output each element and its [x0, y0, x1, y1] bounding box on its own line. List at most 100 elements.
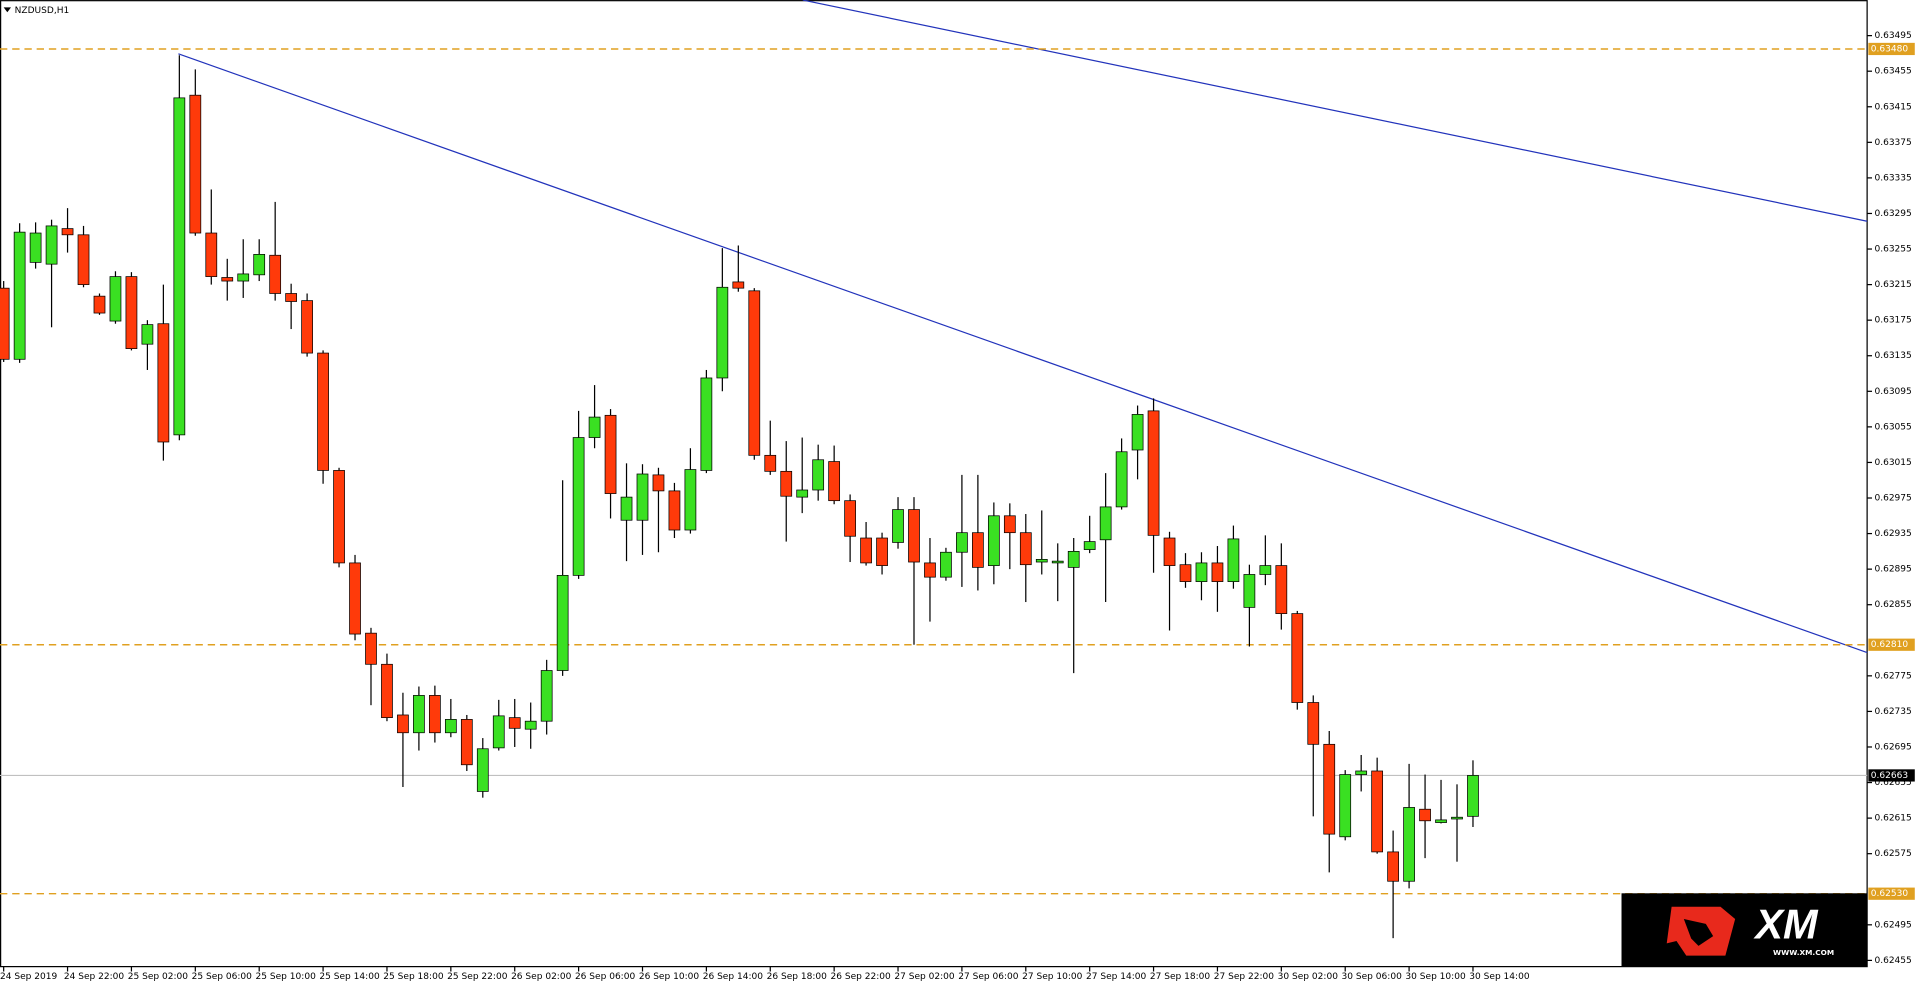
- level-label-box: [1868, 42, 1915, 56]
- candle-body: [524, 720, 537, 730]
- y-tick-label: 0.62735: [1874, 707, 1911, 717]
- y-tick-label: 0.63495: [1874, 31, 1911, 41]
- candle-body: [45, 225, 58, 265]
- x-tick-label: 30 Sep 02:00: [1278, 972, 1339, 982]
- candle-body: [349, 562, 361, 635]
- y-tick-label: 0.62855: [1874, 600, 1911, 610]
- candle-body: [381, 663, 393, 719]
- candle-body: [237, 273, 250, 282]
- candle-body: [1083, 541, 1096, 550]
- candle-body: [908, 509, 920, 563]
- x-tick-label: 27 Sep 14:00: [1086, 972, 1147, 982]
- candle-body: [1355, 770, 1368, 775]
- candle-body: [0, 287, 10, 360]
- candle-body: [956, 532, 968, 553]
- candle-body: [173, 97, 186, 436]
- candle-body: [972, 532, 984, 568]
- candle-body: [1403, 807, 1415, 882]
- x-tick-label: 26 Sep 22:00: [830, 972, 891, 982]
- candle-body: [109, 276, 122, 322]
- candle-body: [317, 352, 329, 471]
- candle-body: [189, 94, 202, 234]
- x-tick-label: 27 Sep 10:00: [1022, 972, 1083, 982]
- candle-body: [285, 293, 298, 302]
- candle-body: [732, 281, 745, 289]
- y-tick-label: 0.62895: [1874, 565, 1911, 575]
- candle-body: [1211, 562, 1224, 582]
- candle-body: [684, 469, 697, 531]
- y-tick-label: 0.63375: [1874, 138, 1911, 148]
- candle-body: [780, 470, 793, 497]
- candle-body: [413, 695, 425, 734]
- candle-body: [1099, 506, 1112, 541]
- y-tick-label: 0.62575: [1874, 849, 1911, 859]
- logo-brand: XM: [1753, 900, 1819, 947]
- y-tick-label: 0.62935: [1874, 529, 1911, 539]
- candle-body: [556, 575, 569, 671]
- x-tick-label: 27 Sep 18:00: [1150, 972, 1211, 982]
- x-tick-label: 25 Sep 06:00: [192, 972, 253, 982]
- menu-triangle[interactable]: [3, 7, 11, 13]
- candle-body: [812, 459, 825, 491]
- x-tick-label: 26 Sep 14:00: [703, 972, 764, 982]
- y-tick-label: 0.63455: [1874, 67, 1911, 77]
- candle-body: [540, 670, 553, 722]
- candle-body: [221, 277, 234, 282]
- y-tick-label: 0.63135: [1874, 351, 1911, 361]
- candle-body: [1195, 562, 1208, 582]
- candle-body: [460, 719, 473, 766]
- plot-frame: [0, 0, 1868, 968]
- candle-body: [588, 416, 601, 438]
- x-tick-label: 25 Sep 02:00: [128, 972, 189, 982]
- x-tick-label: 26 Sep 02:00: [511, 972, 572, 982]
- candle-body: [1259, 565, 1272, 575]
- candle-body: [476, 748, 489, 792]
- candle-body: [620, 496, 633, 521]
- candle-body: [1179, 564, 1192, 582]
- logo-box: [1621, 893, 1868, 967]
- y-tick-label: 0.62695: [1874, 742, 1911, 752]
- candle-body: [1067, 550, 1080, 568]
- candle-body: [652, 474, 665, 492]
- candle-body: [1003, 515, 1016, 534]
- candle-body: [876, 537, 888, 566]
- y-tick-label: 0.63255: [1874, 245, 1911, 255]
- y-tick-label: 0.62975: [1874, 494, 1911, 504]
- candle-body: [253, 254, 266, 276]
- x-tick-label: 27 Sep 22:00: [1214, 972, 1275, 982]
- logo: XM WWW.XM.COM: [1621, 893, 1868, 967]
- x-tick-label: 27 Sep 06:00: [958, 972, 1019, 982]
- candle-body: [1307, 702, 1320, 745]
- level-label-box: [1868, 887, 1915, 900]
- x-tick-label: 24 Sep 22:00: [64, 972, 125, 982]
- candle-body: [1323, 743, 1336, 835]
- candle-body: [1227, 538, 1240, 582]
- candle-body: [860, 537, 872, 564]
- candle-body: [13, 231, 26, 360]
- candle-body: [1051, 560, 1064, 564]
- x-tick-label: 30 Sep 06:00: [1342, 972, 1403, 982]
- candle-body: [796, 489, 809, 498]
- candle-body: [748, 290, 761, 456]
- current-price-label: 0.62663: [1871, 771, 1909, 781]
- candle-body: [572, 437, 585, 576]
- y-tick-label: 0.63095: [1874, 387, 1911, 397]
- candle-body: [1243, 574, 1256, 608]
- candle-body: [29, 232, 42, 263]
- trend-line: [178, 53, 1868, 654]
- y-tick-label: 0.62495: [1874, 920, 1911, 930]
- x-tick-label: 25 Sep 22:00: [447, 972, 508, 982]
- x-tick-label: 24 Sep 2019: [0, 972, 57, 982]
- y-tick-label: 0.62655: [1874, 778, 1911, 788]
- candle-body: [604, 414, 617, 494]
- y-tick-label: 0.63215: [1874, 280, 1911, 290]
- x-tick-label: 25 Sep 18:00: [383, 972, 444, 982]
- candle-body: [1131, 414, 1144, 451]
- y-tick-label: 0.63415: [1874, 102, 1911, 112]
- level-label: 0.63480: [1871, 44, 1909, 54]
- candle-body: [141, 324, 154, 345]
- y-tick-label: 0.62455: [1874, 956, 1911, 966]
- x-tick-label: 27 Sep 02:00: [894, 972, 955, 982]
